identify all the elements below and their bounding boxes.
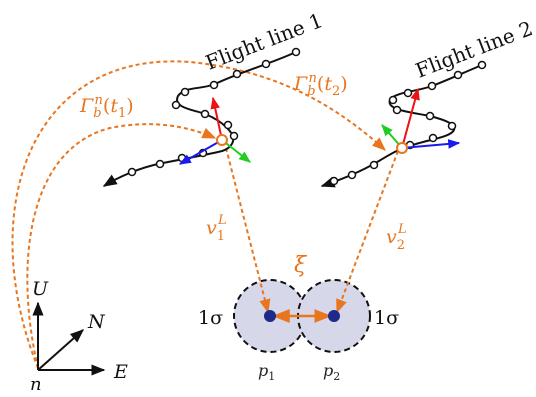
frame-t2-blue-axis	[401, 139, 461, 149]
p2-label: p2	[323, 361, 340, 383]
sigma-right-label: 1σ	[374, 307, 399, 329]
frame-t2-origin	[396, 142, 408, 154]
frame-t1-origin	[216, 134, 228, 146]
gamma-t2-curve	[11, 60, 387, 369]
v2-label: v2L	[386, 222, 407, 253]
sigma-left-label: 1σ	[198, 307, 223, 329]
body-frame-t1	[178, 96, 251, 165]
navigation-frame	[32, 301, 106, 376]
frame-t2-red-axis	[401, 87, 420, 149]
gamma-t2-label: Γbn(t2)	[293, 71, 348, 99]
origin-n-label: n	[30, 374, 42, 395]
flight-line-1-path	[102, 51, 297, 187]
axis-n-label: N	[87, 311, 106, 333]
v1-vector	[225, 147, 271, 314]
axis-e-label: E	[113, 361, 128, 383]
body-frame-t2	[381, 87, 461, 154]
v1-label: v1L	[206, 213, 227, 244]
flight-line-1	[102, 47, 301, 187]
transform-curves	[11, 60, 399, 369]
point-p2	[328, 310, 340, 322]
p1-label: p1	[258, 361, 275, 383]
flight-line-2-label: Flight line 2	[412, 16, 536, 83]
gamma-t1-curve	[26, 123, 217, 369]
frame-t1-red-axis	[210, 96, 223, 141]
xi-label: ξ	[294, 253, 308, 278]
point-p1	[264, 310, 276, 322]
gamma-t1-label: Γbn(t1)	[79, 93, 134, 121]
v2-vector	[336, 150, 399, 314]
frame-t1-blue-axis	[178, 139, 223, 165]
axis-n-arrow	[37, 329, 85, 371]
axis-u-label: U	[32, 278, 49, 300]
